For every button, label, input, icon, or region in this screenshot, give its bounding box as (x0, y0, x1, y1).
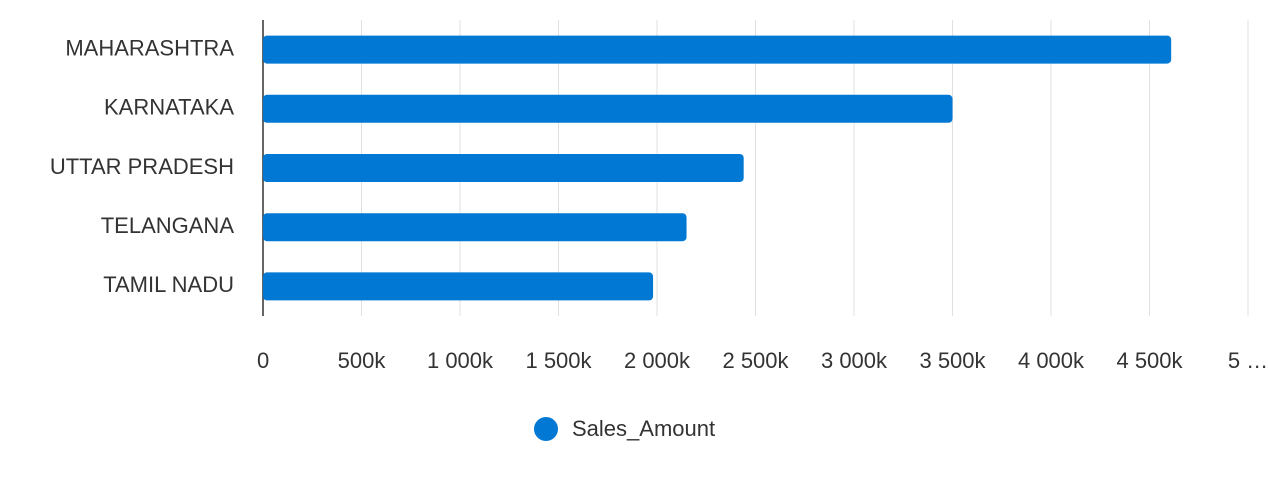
y-tick-label: UTTAR PRADESH (50, 154, 234, 179)
x-tick-label: 5 … (1228, 348, 1268, 373)
y-tick-label: TELANGANA (101, 213, 235, 238)
x-tick-label: 3 500k (919, 348, 986, 373)
y-tick-label: KARNATAKA (104, 95, 234, 120)
x-tick-label: 4 000k (1018, 348, 1085, 373)
bar (263, 272, 654, 301)
x-tick-label: 0 (257, 348, 269, 373)
x-tick-label: 4 500k (1116, 348, 1183, 373)
legend-marker (534, 417, 558, 441)
bar (263, 35, 1172, 64)
y-tick-label: MAHARASHTRA (65, 35, 234, 60)
x-tick-label: 2 500k (722, 348, 789, 373)
bar (263, 154, 744, 182)
bar (263, 213, 687, 242)
legend-label: Sales_Amount (572, 416, 715, 441)
y-tick-label: TAMIL NADU (103, 272, 234, 297)
x-tick-label: 3 000k (821, 348, 888, 373)
bar (263, 94, 953, 123)
x-tick-label: 1 500k (525, 348, 592, 373)
x-tick-label: 500k (338, 348, 387, 373)
x-tick-label: 1 000k (427, 348, 494, 373)
x-tick-label: 2 000k (624, 348, 691, 373)
